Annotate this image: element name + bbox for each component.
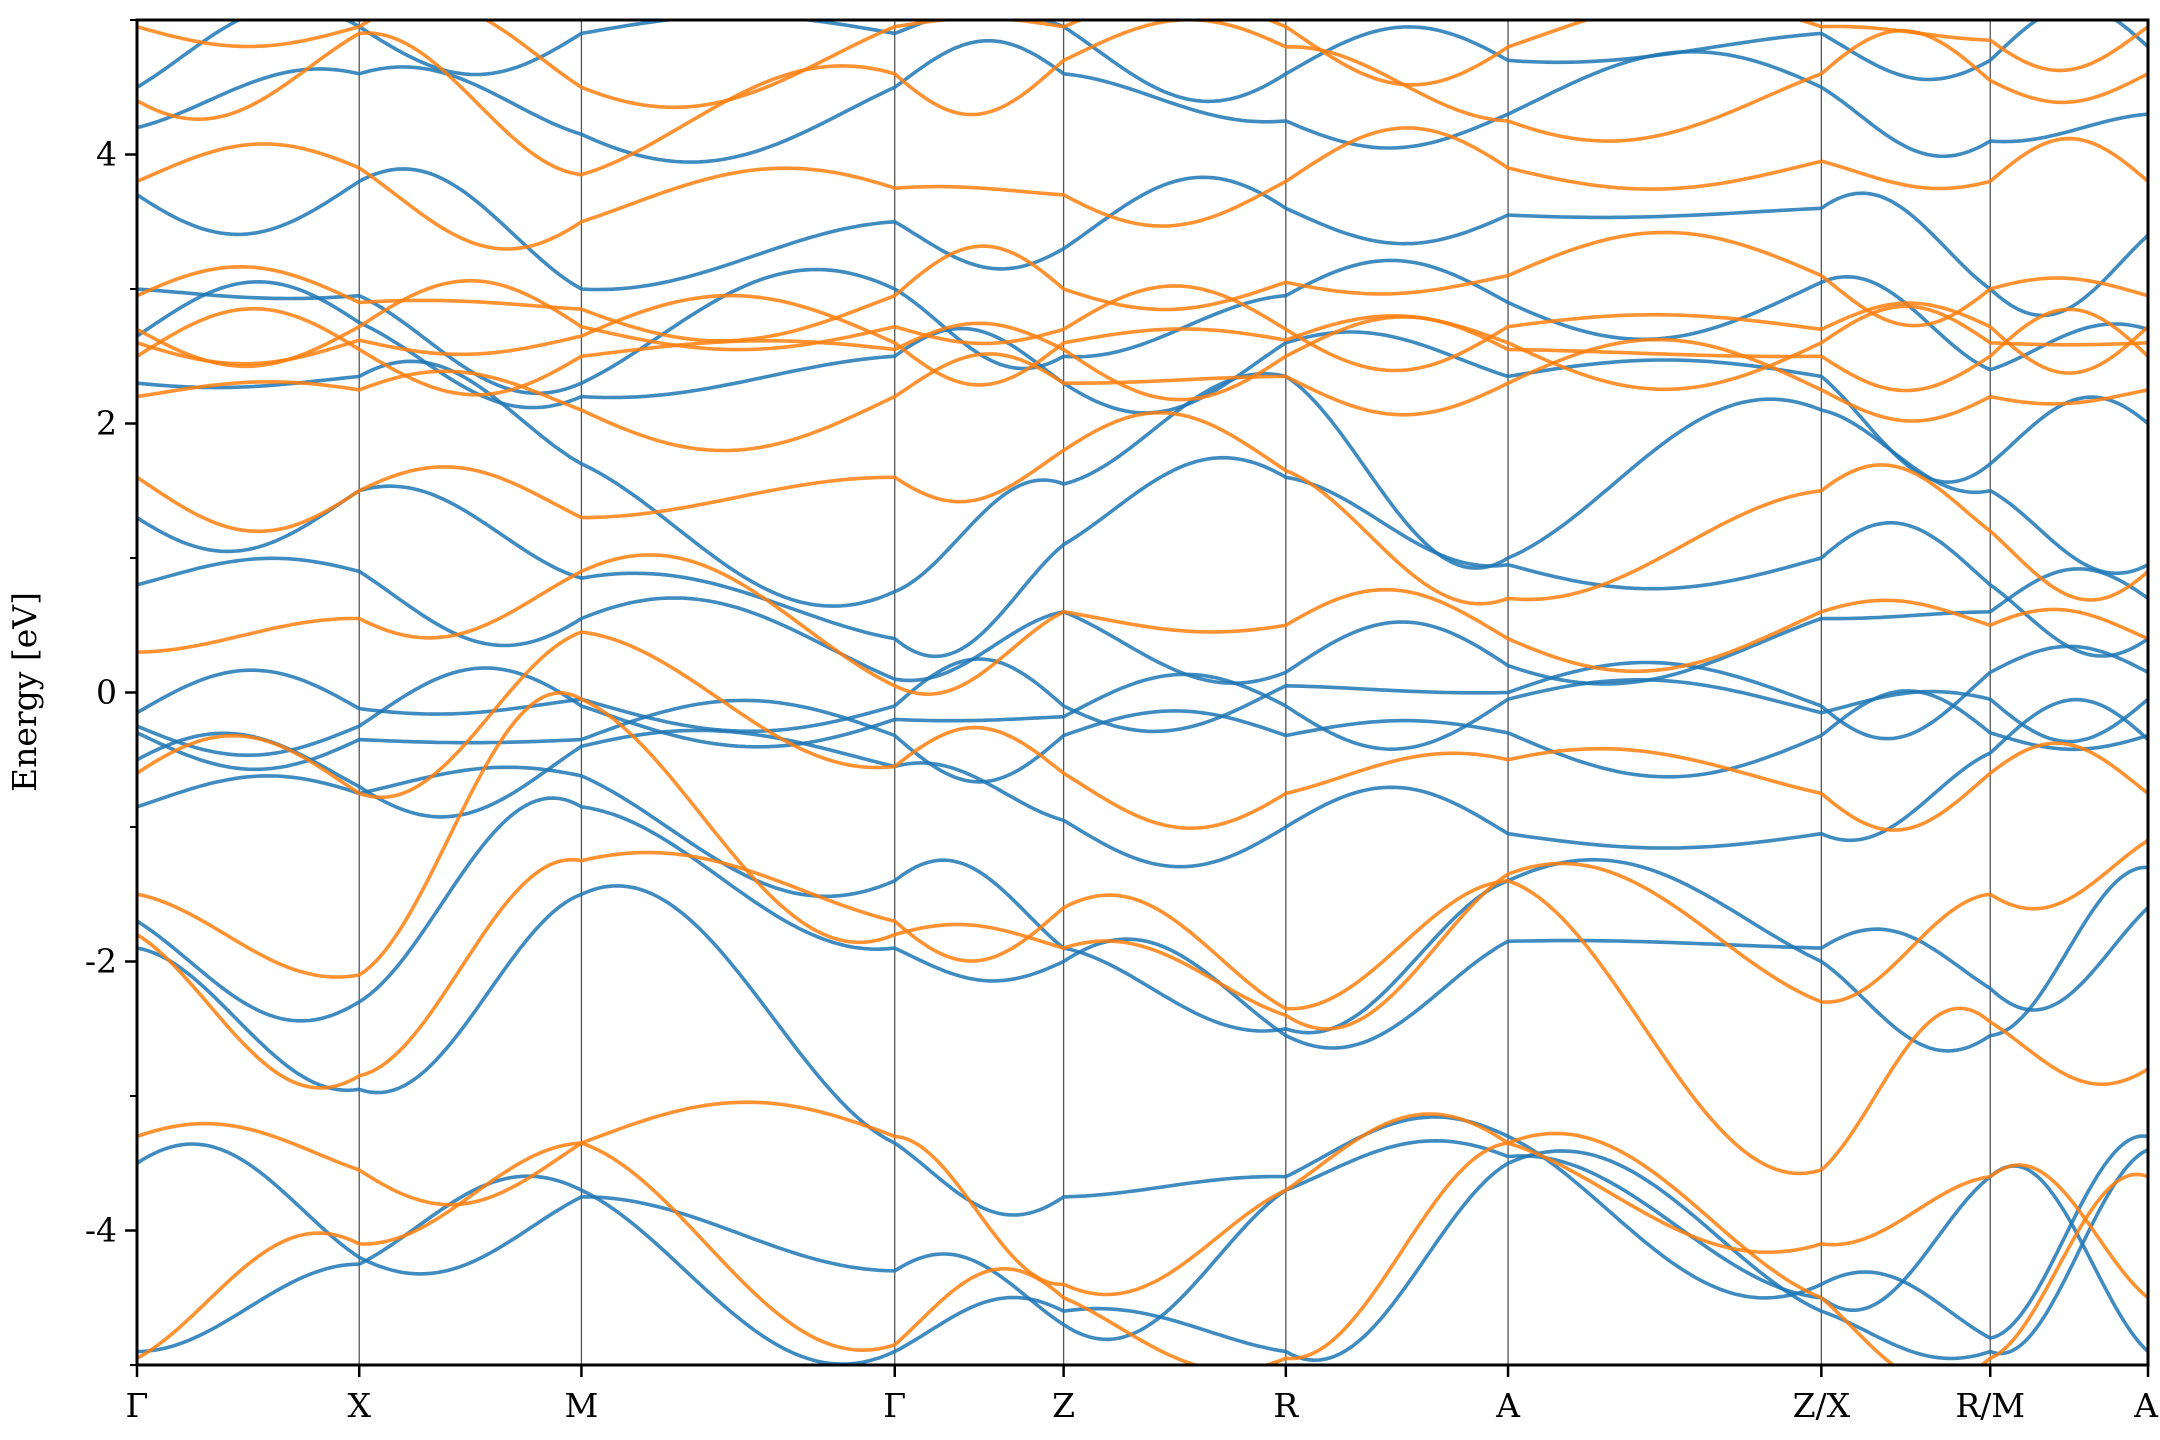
band-line (137, 697, 2148, 869)
band-line (137, 278, 2148, 375)
band-lines (137, 20, 2148, 1365)
band-line (137, 553, 2148, 696)
band-line (137, 556, 2148, 686)
band-line (137, 796, 2148, 1050)
kpoint-label: A (1495, 1386, 1521, 1425)
kpoint-label: Γ (883, 1386, 906, 1425)
kpoint-label: Z (1052, 1386, 1075, 1425)
band-line (137, 293, 2148, 392)
band-line (137, 39, 2148, 164)
kpoint-label: Z/X (1793, 1386, 1851, 1425)
band-line (137, 1100, 2148, 1300)
band-line (137, 689, 2148, 784)
y-tick-label: 0 (96, 673, 117, 712)
band-line (137, 20, 2148, 110)
y-axis: 4 2 0 -2 -4 (85, 19, 137, 1366)
band-line (137, 630, 2148, 832)
band-line (137, 126, 2148, 251)
y-tick-label: 4 (96, 135, 117, 174)
kpoint-label: M (565, 1386, 599, 1425)
band-line (137, 337, 2148, 453)
band-line (137, 359, 2148, 608)
band-line (137, 230, 2148, 343)
y-tick-label: -4 (85, 1211, 117, 1250)
plot-frame (135, 18, 2150, 1367)
kpoint-label: R/M (1955, 1386, 2025, 1425)
y-axis-label: Energy [eV] (5, 592, 44, 792)
band-line (137, 1131, 2148, 1365)
y-tick-label: 2 (96, 404, 117, 443)
band-line (137, 20, 2148, 177)
kpoint-label: Γ (126, 1386, 149, 1425)
band-line (137, 666, 2148, 757)
x-axis: Γ X M Γ Z R A Z/X R/M A (126, 1365, 2159, 1425)
band-line (137, 306, 2148, 402)
band-line (137, 1148, 2148, 1365)
band-line (137, 765, 2148, 1053)
kpoint-label: R (1273, 1386, 1299, 1425)
band-line (137, 850, 2148, 1176)
band-line (137, 410, 2148, 606)
band-line (137, 455, 2148, 659)
band-line (137, 691, 2148, 1031)
kpoint-label: X (347, 1386, 371, 1425)
y-tick-label: -2 (85, 942, 117, 981)
band-line (137, 644, 2148, 741)
kpoint-label: A (2133, 1386, 2159, 1425)
band-line (137, 884, 2148, 1340)
